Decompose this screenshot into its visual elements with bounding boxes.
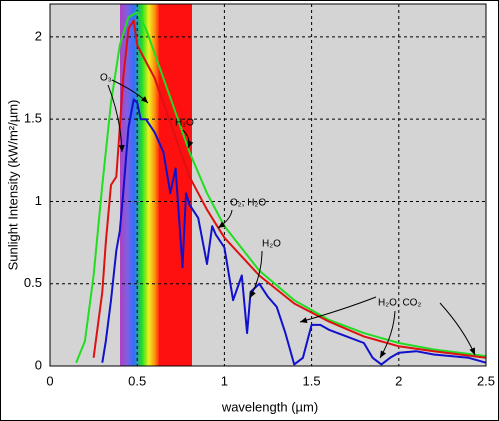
- annotation-arrow: [111, 79, 149, 104]
- annotation-label: H₂O: [262, 239, 281, 250]
- x-axis-label: wavelength (µm): [221, 399, 318, 414]
- series-line: [92, 19, 487, 359]
- annotation-arrow: [379, 310, 396, 359]
- annotations: O₃ H₂O O₂, H₂O H₂O H₂O, CO₂: [100, 73, 476, 359]
- y-tick-label: 1.5: [24, 111, 42, 126]
- annotation-label: O₃: [100, 73, 112, 84]
- annotation-arrow: [107, 84, 125, 153]
- y-tick-label: 0.5: [24, 275, 42, 290]
- visible-spectrum: [120, 4, 160, 366]
- y-axis-label: Sunlight Intensity (kW/m²/µm): [5, 100, 20, 271]
- annotation-label: H₂O: [175, 118, 194, 129]
- x-tick-label: 0: [46, 373, 53, 388]
- x-tick-label: 2: [395, 373, 402, 388]
- series-line: [101, 98, 487, 366]
- plot-frame: [49, 3, 487, 367]
- annotation-label: O₂, H₂O: [230, 198, 266, 209]
- annotation-arrow: [299, 296, 377, 323]
- annotation-label: H₂O, CO₂: [378, 298, 421, 309]
- annotation-arrow: [217, 209, 233, 229]
- red-band: [159, 4, 192, 366]
- x-tick-label: 0.5: [128, 373, 146, 388]
- annotation-arrow: [249, 250, 263, 299]
- series-line: [75, 11, 487, 364]
- lines: [75, 11, 487, 366]
- plot-area: [50, 4, 486, 366]
- x-tick-label: 2.5: [477, 373, 495, 388]
- y-tick-label: 0: [35, 357, 42, 372]
- y-tick-label: 1: [35, 193, 42, 208]
- annotation-arrow: [182, 129, 194, 149]
- y-tick-label: 2: [35, 28, 42, 43]
- annotation-arrow: [439, 302, 476, 356]
- x-tick-label: 1.5: [303, 373, 321, 388]
- x-tick-label: 1: [221, 373, 228, 388]
